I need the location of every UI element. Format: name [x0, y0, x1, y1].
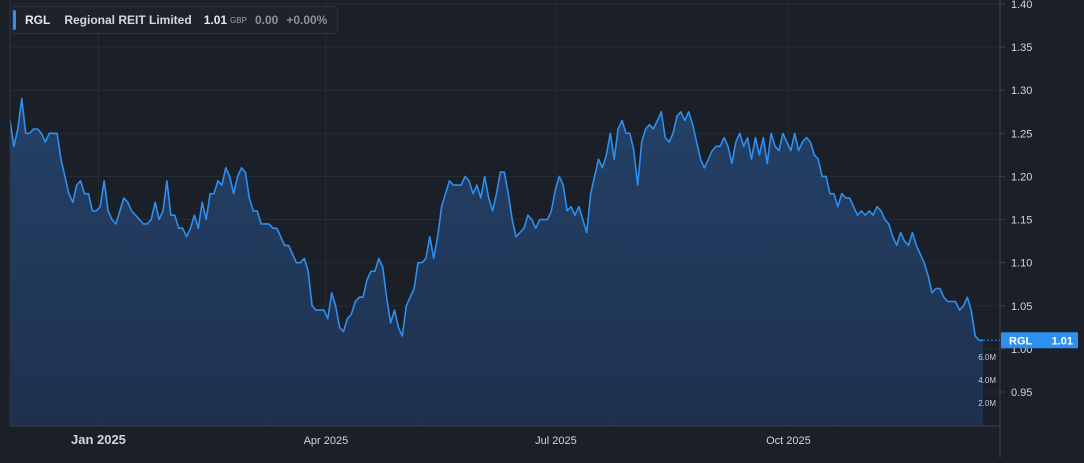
badge-ticker: RGL	[1009, 335, 1033, 347]
y-tick-label: 1.15	[1011, 215, 1032, 227]
price-area	[10, 98, 983, 427]
x-tick-label: Jan 2025	[71, 432, 126, 447]
y-tick-label: 0.95	[1011, 387, 1032, 399]
legend[interactable]: RGL Regional REIT Limited 1.01 GBP 0.00 …	[12, 6, 339, 34]
price-series	[9, 98, 983, 427]
y-tick-label: 1.40	[1011, 0, 1032, 11]
last-price-badge	[1001, 332, 1078, 349]
y-tick-label: 1.05	[1011, 301, 1032, 313]
y-tick-label: 1.30	[1011, 85, 1032, 97]
badge-value: 1.01	[1052, 335, 1073, 347]
x-tick-label: Apr 2025	[304, 435, 349, 447]
legend-ticker: RGL	[25, 13, 51, 27]
legend-name: Regional REIT Limited	[64, 13, 192, 27]
legend-change: 0.00	[254, 13, 279, 27]
volume-tick-label: 6.0M	[978, 353, 996, 362]
y-tick-label: 1.35	[1011, 42, 1032, 54]
x-tick-label: Oct 2025	[766, 435, 811, 447]
y-tick-label: 1.10	[1011, 258, 1032, 270]
volume-tick-label: 4.0M	[978, 376, 996, 385]
volume-tick-label: 2.0M	[978, 399, 996, 408]
legend-price: 1.01	[203, 13, 228, 27]
legend-currency: GBP	[230, 15, 247, 25]
price-line	[9, 98, 983, 342]
price-badge: RGL 1.01	[983, 332, 1078, 349]
x-tick-label: Jul 2025	[535, 435, 577, 447]
legend-change-pct: +0.00%	[286, 13, 328, 27]
y-tick-label: 1.25	[1011, 128, 1032, 140]
y-tick-label: 1.20	[1011, 171, 1032, 183]
